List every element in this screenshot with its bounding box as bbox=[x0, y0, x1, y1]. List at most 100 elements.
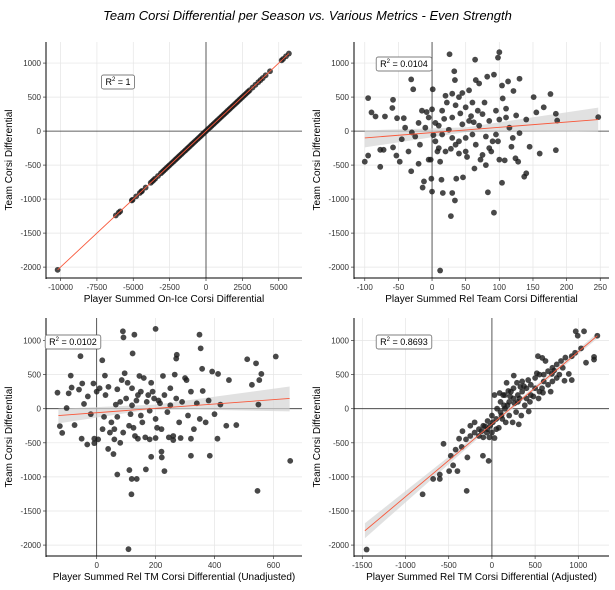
chart-title: Team Corsi Differential per Season vs. V… bbox=[103, 8, 512, 23]
data-point bbox=[430, 476, 437, 482]
data-point bbox=[158, 426, 165, 433]
x-axis-title: Player Summed Rel TM Corsi Differential … bbox=[53, 572, 296, 583]
data-point bbox=[552, 147, 559, 154]
data-point bbox=[479, 151, 486, 158]
data-point bbox=[462, 148, 469, 155]
data-point bbox=[120, 429, 127, 436]
r-squared-box bbox=[375, 334, 433, 350]
data-point bbox=[439, 107, 446, 114]
data-point bbox=[137, 412, 144, 419]
data-point bbox=[121, 370, 128, 377]
y-axis-title: Team Corsi Differential bbox=[4, 387, 15, 488]
data-point bbox=[539, 385, 545, 392]
data-point bbox=[554, 117, 561, 124]
data-point bbox=[540, 104, 547, 111]
r-squared-box bbox=[44, 334, 102, 350]
data-point bbox=[443, 99, 450, 106]
data-point bbox=[59, 430, 66, 436]
data-point bbox=[551, 367, 558, 374]
data-point bbox=[99, 426, 106, 433]
data-point bbox=[483, 429, 490, 436]
data-point bbox=[214, 435, 221, 442]
data-point bbox=[549, 378, 556, 385]
data-point bbox=[547, 388, 554, 395]
y-tick-label: -1000 bbox=[329, 195, 350, 204]
regression-line bbox=[364, 119, 599, 139]
data-point bbox=[540, 371, 547, 378]
data-point bbox=[81, 401, 87, 407]
data-point bbox=[491, 392, 498, 398]
data-point bbox=[143, 398, 150, 405]
data-point bbox=[513, 409, 520, 416]
data-point bbox=[437, 267, 444, 274]
data-point bbox=[480, 434, 487, 441]
data-point bbox=[489, 138, 496, 145]
data-point bbox=[65, 390, 72, 397]
data-point bbox=[559, 364, 566, 371]
data-point bbox=[552, 110, 559, 117]
data-point bbox=[464, 454, 471, 461]
data-point bbox=[158, 454, 165, 461]
data-point bbox=[510, 88, 517, 94]
data-point bbox=[170, 437, 177, 443]
data-point bbox=[533, 370, 540, 377]
data-point bbox=[486, 117, 493, 124]
data-point bbox=[456, 435, 462, 442]
y-tick-label: -2000 bbox=[329, 263, 350, 272]
data-point bbox=[496, 390, 503, 396]
data-point bbox=[499, 179, 505, 186]
data-point bbox=[179, 398, 186, 405]
regression-line bbox=[58, 398, 290, 416]
data-point bbox=[547, 91, 554, 97]
data-point bbox=[129, 402, 135, 409]
data-point bbox=[142, 466, 149, 473]
data-point bbox=[389, 105, 396, 111]
data-point bbox=[117, 439, 124, 446]
x-tick-label: 100 bbox=[493, 283, 507, 292]
data-point bbox=[258, 371, 265, 377]
data-point bbox=[128, 491, 135, 498]
x-tick-label: -1000 bbox=[395, 561, 416, 570]
data-point bbox=[532, 375, 539, 381]
data-point bbox=[495, 424, 502, 431]
data-point bbox=[449, 90, 456, 97]
data-point bbox=[496, 49, 503, 56]
data-point bbox=[422, 124, 429, 131]
data-point bbox=[272, 353, 279, 360]
data-point bbox=[463, 487, 470, 494]
data-point bbox=[170, 433, 177, 439]
data-point bbox=[451, 68, 458, 75]
data-point bbox=[54, 389, 61, 396]
data-point bbox=[226, 377, 232, 383]
data-point bbox=[217, 401, 224, 408]
data-point bbox=[67, 372, 74, 379]
data-point bbox=[102, 372, 108, 379]
data-point bbox=[173, 355, 180, 362]
data-point bbox=[253, 360, 259, 367]
data-point bbox=[119, 328, 126, 335]
x-tick-label: 1000 bbox=[569, 561, 587, 570]
data-point bbox=[78, 435, 85, 442]
data-point bbox=[126, 467, 133, 473]
data-point bbox=[491, 71, 497, 78]
data-point bbox=[190, 426, 197, 433]
data-point bbox=[91, 440, 98, 447]
data-point bbox=[135, 435, 141, 442]
data-point bbox=[509, 419, 516, 426]
x-tick-label: -10000 bbox=[48, 283, 73, 292]
r-squared-label: R2 = 0.0102 bbox=[49, 337, 97, 347]
data-point bbox=[462, 134, 469, 141]
y-tick-label: -2000 bbox=[21, 263, 42, 272]
data-point bbox=[482, 133, 489, 140]
y-tick-label: 1000 bbox=[23, 59, 41, 68]
data-point bbox=[447, 213, 454, 220]
data-point bbox=[496, 116, 503, 123]
data-point bbox=[489, 429, 495, 436]
x-tick-label: -7500 bbox=[87, 283, 108, 292]
data-point bbox=[436, 476, 443, 482]
data-point bbox=[145, 392, 152, 398]
data-point bbox=[468, 113, 474, 120]
data-point bbox=[471, 165, 478, 172]
data-point bbox=[96, 385, 103, 392]
data-point bbox=[400, 115, 407, 122]
